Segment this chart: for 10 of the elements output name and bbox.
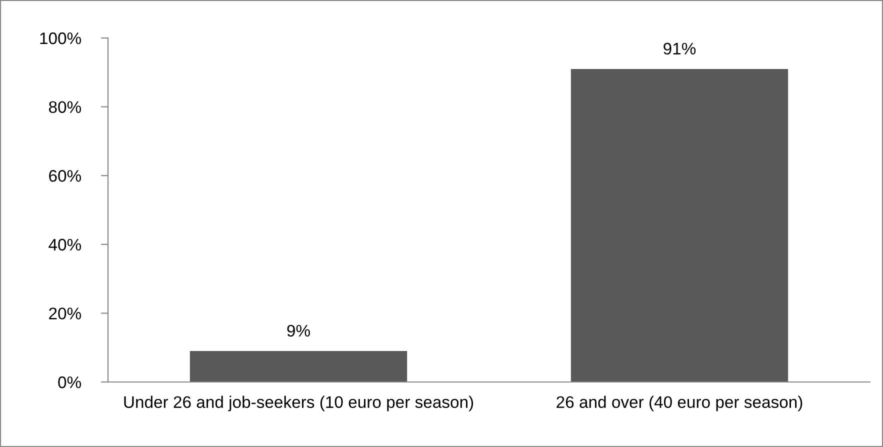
x-tick-label: 26 and over (40 euro per season) bbox=[556, 396, 802, 412]
x-tick-label: Under 26 and job-seekers (10 euro per season) bbox=[124, 396, 474, 412]
y-tick-label: 80% bbox=[48, 101, 82, 114]
y-tick-label: 60% bbox=[49, 170, 82, 182]
y-tick-label: 40% bbox=[48, 238, 82, 251]
y-tick-label: 0% bbox=[58, 376, 82, 388]
y-tick-label: 100% bbox=[40, 32, 82, 44]
data-label: 9% bbox=[287, 324, 310, 337]
y-tick-label: 20% bbox=[49, 308, 82, 320]
data-label: 91% bbox=[664, 42, 696, 55]
